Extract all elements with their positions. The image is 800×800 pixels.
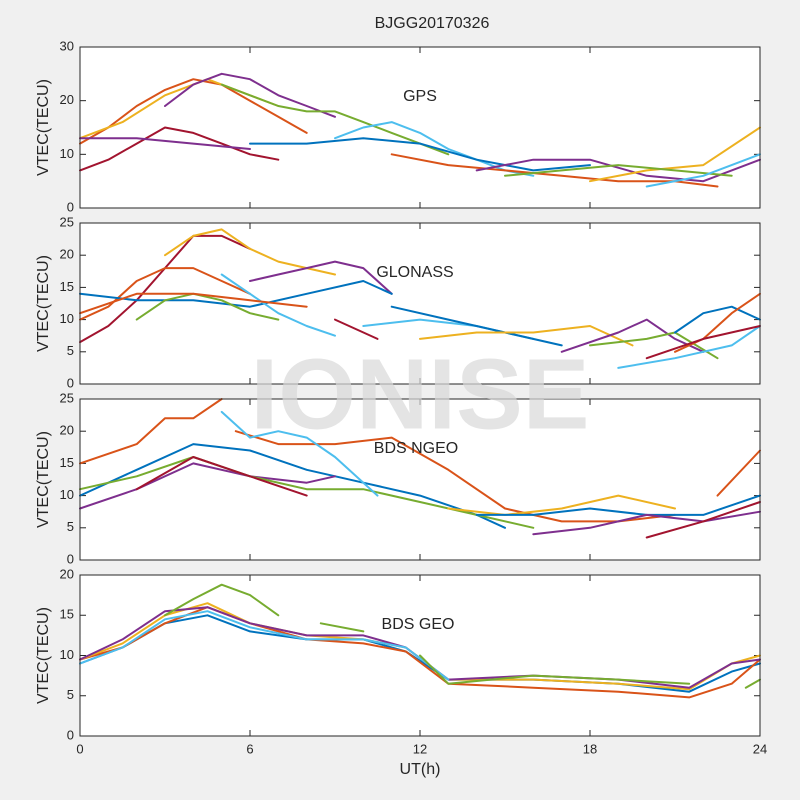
series-line bbox=[220, 83, 450, 156]
y-tick-label: 10 bbox=[60, 647, 74, 662]
y-tick-label: 0 bbox=[67, 375, 74, 390]
series-line bbox=[79, 456, 535, 529]
series-line bbox=[79, 610, 450, 681]
plot-frame bbox=[79, 574, 761, 737]
y-tick-label: 15 bbox=[60, 607, 74, 622]
y-tick-label: 10 bbox=[60, 311, 74, 326]
plot-frame bbox=[79, 222, 761, 385]
series-line bbox=[79, 267, 251, 321]
y-tick-label: 20 bbox=[60, 92, 74, 107]
panel-annotation: BDS NGEO bbox=[374, 440, 458, 457]
plot-frame bbox=[79, 398, 761, 561]
series-line bbox=[135, 292, 280, 321]
plot-area bbox=[80, 399, 760, 560]
chart-title: BJGG20170326 bbox=[375, 15, 490, 32]
series-line bbox=[589, 126, 761, 183]
series-line bbox=[419, 325, 634, 347]
series-line bbox=[504, 164, 733, 177]
series-line bbox=[79, 462, 336, 510]
series-line bbox=[234, 430, 676, 523]
series-line bbox=[645, 501, 761, 539]
series-line bbox=[79, 78, 308, 145]
y-tick-label: 20 bbox=[60, 247, 74, 262]
x-tick-label: 18 bbox=[583, 741, 597, 756]
series-line bbox=[475, 158, 761, 183]
series-line bbox=[334, 121, 535, 177]
y-tick-label: 15 bbox=[60, 279, 74, 294]
series-line bbox=[220, 273, 336, 337]
series-line bbox=[220, 410, 379, 497]
series-line bbox=[532, 510, 761, 536]
series-line bbox=[164, 583, 761, 689]
series-line bbox=[645, 325, 761, 360]
y-tick-label: 5 bbox=[67, 687, 74, 702]
panel-annotation: GLONASS bbox=[376, 264, 453, 281]
x-tick-label: 24 bbox=[753, 741, 767, 756]
x-tick-label: 6 bbox=[246, 741, 253, 756]
y-tick-label: 0 bbox=[67, 727, 74, 742]
series-line bbox=[79, 614, 761, 693]
series-line bbox=[79, 126, 280, 172]
x-tick-label: 12 bbox=[413, 741, 427, 756]
series-line bbox=[645, 153, 761, 188]
x-axis-label: UT(h) bbox=[400, 761, 441, 778]
series-line bbox=[674, 305, 761, 334]
plot-frame bbox=[79, 46, 761, 209]
series-line bbox=[716, 449, 761, 497]
series-line bbox=[79, 292, 308, 315]
y-tick-label: 10 bbox=[60, 487, 74, 502]
series-line bbox=[390, 305, 563, 347]
y-tick-label: 10 bbox=[60, 146, 74, 161]
y-tick-label: 0 bbox=[67, 551, 74, 566]
series-line bbox=[164, 72, 336, 118]
series-line bbox=[79, 280, 393, 308]
y-axis-label: VTEC(TECU) bbox=[35, 607, 52, 704]
series-line bbox=[447, 494, 676, 516]
series-line bbox=[79, 443, 506, 529]
series-line bbox=[249, 137, 591, 172]
y-axis-label: VTEC(TECU) bbox=[35, 79, 52, 176]
y-tick-label: 0 bbox=[67, 199, 74, 214]
y-axis-label: VTEC(TECU) bbox=[35, 431, 52, 528]
series-line bbox=[249, 260, 393, 295]
y-tick-label: 30 bbox=[60, 38, 74, 53]
y-tick-label: 15 bbox=[60, 455, 74, 470]
series-line bbox=[79, 398, 223, 465]
series-line bbox=[79, 137, 251, 150]
watermark: IONISE bbox=[251, 338, 590, 450]
y-tick-label: 20 bbox=[60, 566, 74, 581]
series-line bbox=[560, 318, 705, 353]
y-tick-label: 5 bbox=[67, 343, 74, 358]
series-line bbox=[589, 331, 719, 360]
panel-annotation: BDS GEO bbox=[382, 616, 455, 633]
x-tick-label: 0 bbox=[76, 741, 83, 756]
series-line bbox=[334, 318, 379, 340]
panel-annotation: GPS bbox=[403, 88, 437, 105]
y-axis-label: VTEC(TECU) bbox=[35, 255, 52, 352]
y-tick-label: 5 bbox=[67, 519, 74, 534]
series-line bbox=[79, 606, 761, 699]
y-tick-label: 20 bbox=[60, 423, 74, 438]
y-tick-label: 25 bbox=[60, 214, 74, 229]
series-line bbox=[674, 292, 761, 353]
series-line bbox=[617, 325, 761, 369]
series-line bbox=[475, 494, 761, 516]
watermark-layer: IONISE bbox=[251, 338, 590, 450]
series-line bbox=[135, 456, 308, 497]
y-tick-label: 25 bbox=[60, 390, 74, 405]
